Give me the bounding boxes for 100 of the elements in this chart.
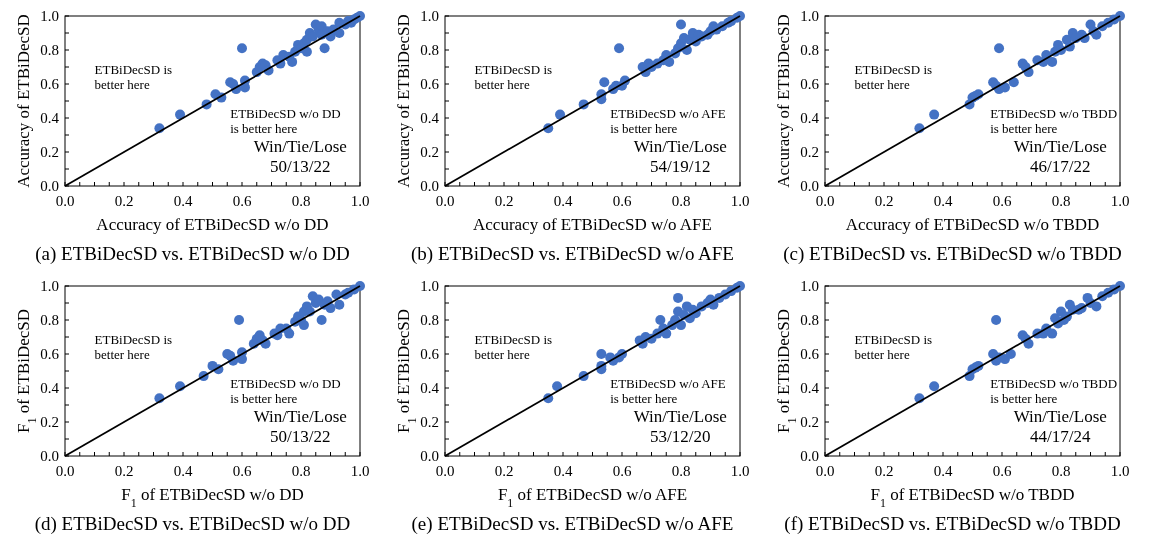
text: (f) ETBiDecSD vs. ETBiDecSD w/o TBDD <box>784 513 1121 535</box>
y-tick-label: 0.8 <box>800 312 819 329</box>
x-axis-title: Accuracy of ETBiDecSD w/o TBDD <box>845 215 1100 234</box>
y-tick-label: 0.6 <box>800 346 820 363</box>
annotation: ETBiDecSD w/o TBDD is better here <box>990 106 1118 136</box>
x-tick-label: 0.8 <box>671 193 691 209</box>
annotation: Win/Tie/Lose 50/13/22 <box>253 137 347 176</box>
x-tick-label: 0.8 <box>291 463 311 479</box>
x-axis-title: F$_{1}$ of ETBiDecSD w/o TBDD <box>870 485 1075 510</box>
y-tick-label: 0.2 <box>800 144 819 161</box>
x-tick-label: 0.0 <box>55 463 75 479</box>
y-tick-label: 0.8 <box>420 42 439 59</box>
x-tick-label: 0.6 <box>612 193 632 209</box>
x-tick-label: 0.2 <box>874 193 894 209</box>
y-tick-label: 0.8 <box>40 312 59 329</box>
y-tick-label: 0.4 <box>800 380 820 397</box>
y-axis-title: Accuracy of ETBiDecSD <box>14 14 33 188</box>
y-tick-label: 0.2 <box>40 414 59 431</box>
x-tick-label: 0.4 <box>933 463 953 479</box>
x-tick-label: 1.0 <box>350 463 370 479</box>
y-tick-label: 0.6 <box>40 346 60 363</box>
text: (a) ETBiDecSD vs. ETBiDecSD w/o DD <box>35 243 350 265</box>
x-axis-title: F$_{1}$ of ETBiDecSD w/o DD <box>121 485 304 510</box>
annotation: ETBiDecSD is better here <box>474 331 553 362</box>
annotation: Win/Tie/Lose 46/17/22 <box>1013 137 1107 176</box>
annotation: ETBiDecSD w/o TBDD is better here <box>990 376 1118 406</box>
y-tick-label: 0.4 <box>800 110 820 127</box>
x-tick-label: 0.8 <box>291 193 311 209</box>
y-tick-label: 0.6 <box>800 76 820 93</box>
annotation: ETBiDecSD is better here <box>94 331 173 362</box>
y-tick-label: 1.0 <box>420 278 439 295</box>
x-tick-label: 0.0 <box>435 193 455 209</box>
y-tick-label: 1.0 <box>800 8 819 25</box>
x-tick-label: 0.4 <box>553 463 573 479</box>
x-tick-label: 1.0 <box>730 463 750 479</box>
annotation: Win/Tie/Lose 54/19/12 <box>633 137 727 176</box>
y-tick-label: 0.2 <box>420 414 439 431</box>
x-tick-label: 0.4 <box>173 193 193 209</box>
y-tick-label: 0.2 <box>40 144 59 161</box>
x-tick-label: 1.0 <box>350 193 370 209</box>
y-tick-label: 0.0 <box>800 178 819 195</box>
annotation: ETBiDecSD w/o AFE is better here <box>610 106 726 136</box>
text: (c) ETBiDecSD vs. ETBiDecSD w/o TBDD <box>783 243 1122 265</box>
annotation: Win/Tie/Lose 44/17/24 <box>1013 407 1107 446</box>
y-tick-label: 1.0 <box>40 278 59 295</box>
y-axis-title: Accuracy of ETBiDecSD <box>774 14 793 188</box>
y-tick-label: 0.4 <box>420 110 440 127</box>
y-tick-label: 0.4 <box>40 110 60 127</box>
y-tick-label: 1.0 <box>420 8 439 25</box>
x-tick-label: 0.4 <box>933 193 953 209</box>
annotation: Win/Tie/Lose 50/13/22 <box>253 407 347 446</box>
x-tick-label: 0.6 <box>992 193 1012 209</box>
annotation: Win/Tie/Lose 53/12/20 <box>633 407 727 446</box>
x-tick-label: 0.4 <box>553 193 573 209</box>
x-axis-title: Accuracy of ETBiDecSD w/o DD <box>96 215 329 234</box>
annotation: ETBiDecSD w/o AFE is better here <box>610 376 726 406</box>
x-tick-label: 0.8 <box>1051 463 1071 479</box>
y-tick-label: 1.0 <box>800 278 819 295</box>
y-tick-label: 0.2 <box>800 414 819 431</box>
x-tick-label: 0.6 <box>232 463 252 479</box>
annotation: ETBiDecSD is better here <box>854 61 933 92</box>
annotation: ETBiDecSD is better here <box>854 331 933 362</box>
annotation: ETBiDecSD is better here <box>94 61 173 92</box>
y-tick-label: 0.0 <box>40 178 59 195</box>
x-tick-label: 0.2 <box>114 463 134 479</box>
y-tick-label: 0.8 <box>40 42 59 59</box>
y-tick-label: 0.8 <box>800 42 819 59</box>
y-tick-label: 0.0 <box>800 448 819 465</box>
x-tick-label: 0.2 <box>494 463 514 479</box>
x-tick-label: 1.0 <box>1110 193 1130 209</box>
text: (e) ETBiDecSD vs. ETBiDecSD w/o AFE <box>411 513 734 535</box>
annotation: ETBiDecSD w/o DD is better here <box>230 106 341 136</box>
x-tick-label: 1.0 <box>730 193 750 209</box>
annotation: ETBiDecSD is better here <box>474 61 553 92</box>
text: (b) ETBiDecSD vs. ETBiDecSD w/o AFE <box>411 243 734 265</box>
y-tick-label: 0.4 <box>40 380 60 397</box>
x-tick-label: 0.6 <box>232 193 252 209</box>
y-axis-title: Accuracy of ETBiDecSD <box>394 14 413 188</box>
y-tick-label: 0.0 <box>420 448 439 465</box>
y-tick-label: 0.0 <box>40 448 59 465</box>
y-tick-label: 0.2 <box>420 144 439 161</box>
y-tick-label: 0.6 <box>420 346 440 363</box>
x-tick-label: 1.0 <box>1110 463 1130 479</box>
x-tick-label: 0.8 <box>1051 193 1071 209</box>
y-tick-label: 0.6 <box>40 76 60 93</box>
annotation: ETBiDecSD w/o DD is better here <box>230 376 341 406</box>
x-tick-label: 0.0 <box>435 463 455 479</box>
x-tick-label: 0.0 <box>815 193 835 209</box>
x-tick-label: 0.2 <box>114 193 134 209</box>
x-axis-title: F$_{1}$ of ETBiDecSD w/o AFE <box>497 485 688 510</box>
y-tick-label: 0.0 <box>420 178 439 195</box>
y-tick-label: 0.8 <box>420 312 439 329</box>
x-tick-label: 0.8 <box>671 463 691 479</box>
text: (d) ETBiDecSD vs. ETBiDecSD w/o DD <box>34 513 351 535</box>
y-tick-label: 1.0 <box>40 8 59 25</box>
x-tick-label: 0.6 <box>992 463 1012 479</box>
x-tick-label: 0.0 <box>55 193 75 209</box>
x-axis-title: Accuracy of ETBiDecSD w/o AFE <box>473 215 712 234</box>
x-tick-label: 0.0 <box>815 463 835 479</box>
y-tick-label: 0.4 <box>420 380 440 397</box>
